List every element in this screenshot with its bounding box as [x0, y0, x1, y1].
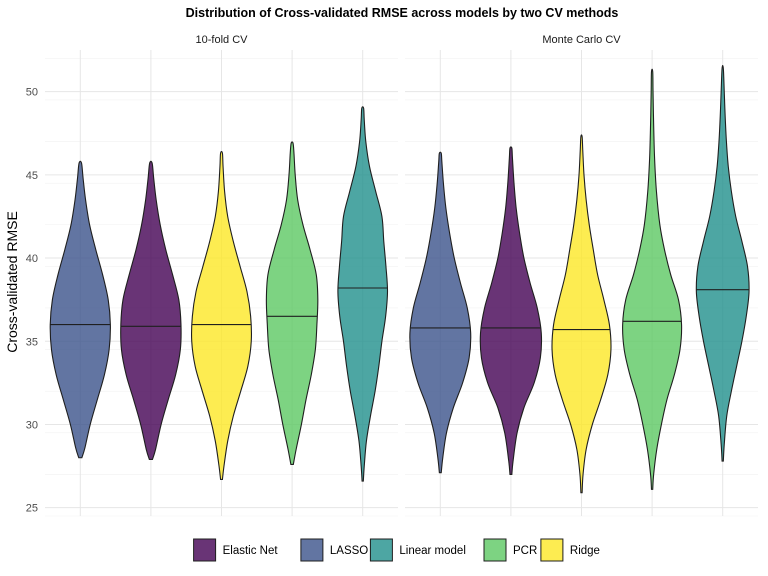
legend-swatch [540, 538, 564, 562]
facet-strip-label: Monte Carlo CV [542, 34, 621, 46]
legend-label: Linear model [399, 545, 465, 557]
facet-strip-label: 10-fold CV [196, 34, 249, 46]
legend-item: Elastic Net [193, 538, 279, 562]
legend-label: Elastic Net [223, 545, 279, 557]
violin-ridge [551, 134, 612, 494]
violin-linear-model [337, 106, 389, 482]
facet-panels: 10-fold CV Monte Carlo CV [45, 34, 758, 517]
legend-swatch [483, 538, 507, 562]
violin-pcr [265, 141, 319, 465]
legend-item: Ridge [540, 538, 600, 562]
legend-item: Linear model [369, 538, 466, 562]
y-tick-label: 40 [26, 253, 38, 265]
legend: Elastic Net LASSO Linear model PCR Ridge [193, 538, 600, 562]
violin-ridge [190, 150, 253, 480]
legend-label: PCR [513, 545, 537, 557]
y-tick-label: 30 [26, 419, 38, 431]
y-tick-label: 25 [26, 503, 38, 515]
legend-swatch [369, 538, 393, 562]
violin-lasso [49, 160, 111, 459]
violin-linear-model [695, 64, 750, 462]
y-axis-label: Cross-validated RMSE [4, 211, 20, 353]
y-tick-label: 35 [26, 336, 38, 348]
y-tick-label: 50 [26, 87, 38, 99]
legend-item: PCR [483, 538, 537, 562]
violin-elastic-net [479, 146, 543, 475]
chart-title: Distribution of Cross-validated RMSE acr… [186, 6, 619, 20]
legend-swatch [300, 538, 324, 562]
legend-label: Ridge [570, 545, 600, 557]
violin-lasso [409, 151, 472, 474]
y-tick-label: 45 [26, 170, 38, 182]
facet-panel: Monte Carlo CV [405, 34, 758, 517]
facet-panel: 10-fold CV [45, 34, 398, 517]
legend-item: LASSO [300, 538, 368, 562]
violin-pcr [622, 68, 683, 490]
y-axis-ticks: 25 30 35 40 45 50 [26, 87, 38, 515]
legend-swatch [193, 538, 217, 562]
violin-elastic-net [120, 160, 182, 460]
legend-label: LASSO [330, 545, 368, 557]
